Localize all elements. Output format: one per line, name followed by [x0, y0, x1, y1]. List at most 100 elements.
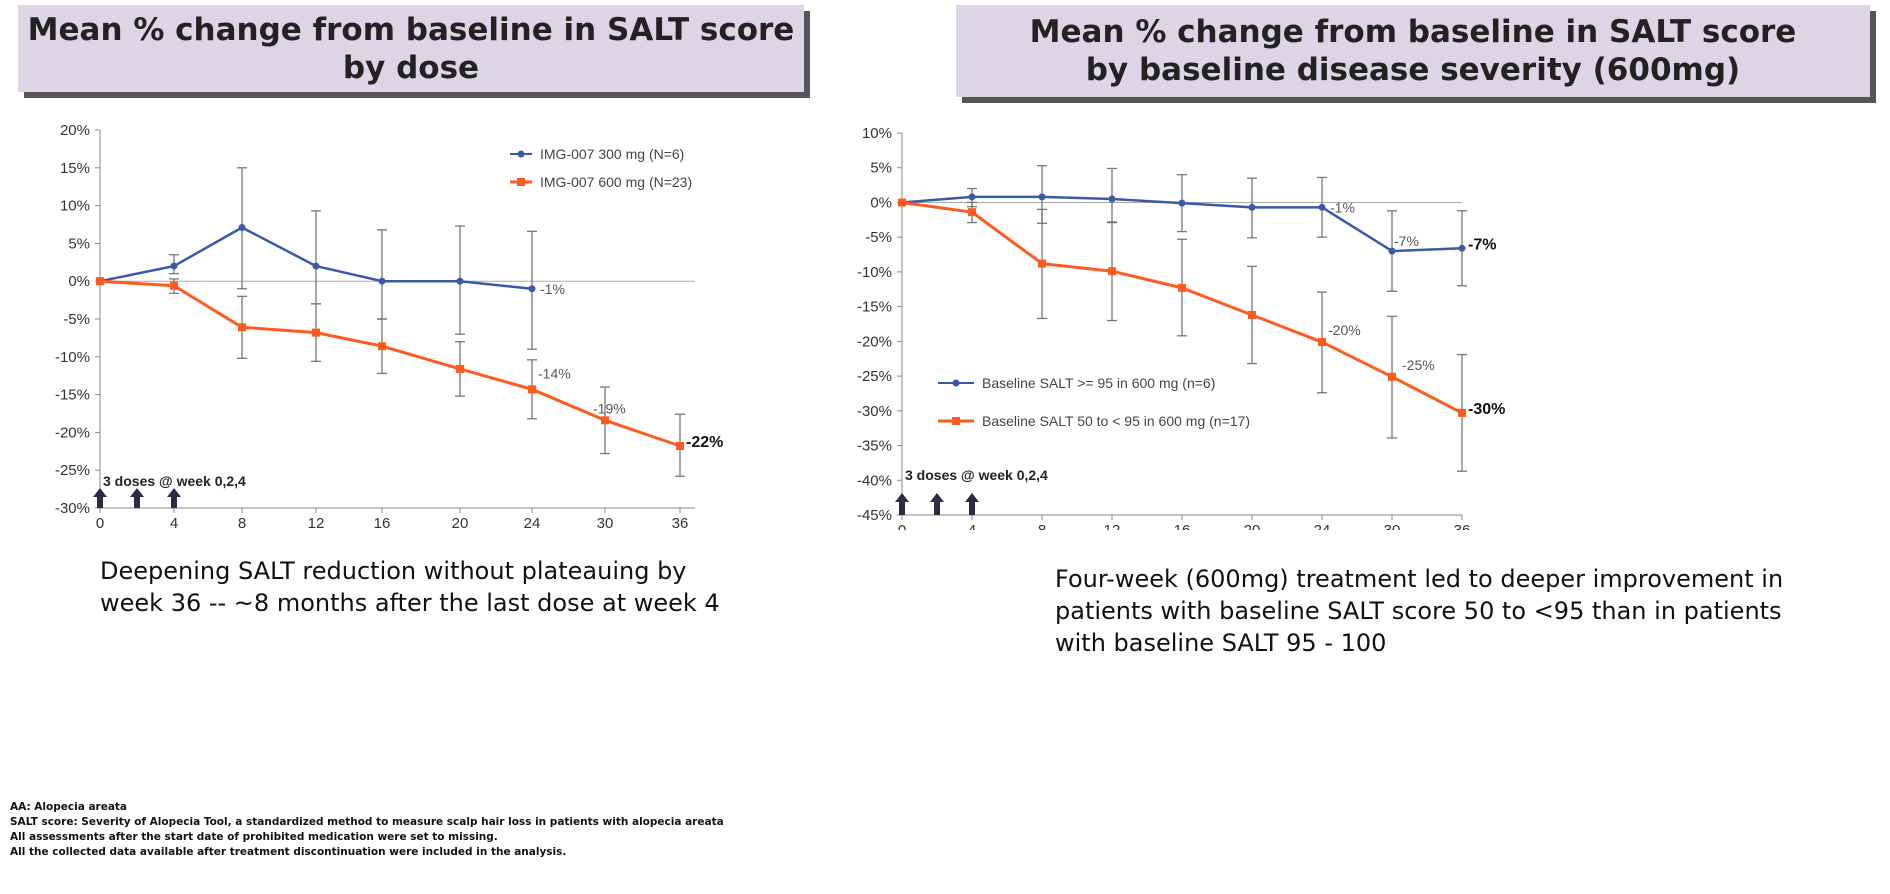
footnote-salt: SALT score: Severity of Alopecia Tool, a… [10, 816, 724, 828]
legend-swatch-marker [517, 150, 525, 158]
x-tick-label: 8 [1038, 522, 1046, 530]
data-label: -19% [593, 400, 626, 416]
left-caption-line1: Deepening SALT reduction without plateau… [100, 557, 687, 585]
data-point-blue [1038, 193, 1046, 201]
right-caption-line1: Four-week (600mg) treatment led to deepe… [1055, 565, 1784, 593]
y-tick-label: 5% [68, 235, 90, 252]
data-point-blue [1248, 203, 1256, 211]
data-point-blue [312, 262, 320, 270]
data-point-blue [378, 277, 386, 285]
y-tick-label: -40% [857, 472, 892, 489]
footnote-aa: AA: Alopecia areata [10, 801, 128, 813]
x-tick-label: 36 [672, 515, 689, 528]
x-tick-label: 36 [1454, 522, 1471, 530]
right-chart-title-line2: by baseline disease severity (600mg) [1085, 52, 1741, 88]
right-chart-title-banner: Mean % change from baseline in SALT scor… [956, 5, 1870, 97]
dose-arrow-icon [93, 488, 107, 508]
x-tick-label: 12 [1104, 522, 1121, 530]
data-point-orange [1388, 372, 1396, 381]
data-point-blue [1388, 247, 1396, 255]
x-tick-label: 4 [170, 515, 178, 528]
left-chart-title-banner: Mean % change from baseline in SALT scor… [18, 5, 804, 92]
x-tick-label: 20 [1244, 522, 1261, 530]
x-tick-label: 30 [1384, 522, 1401, 530]
y-tick-label: -20% [55, 424, 90, 441]
y-tick-label: -30% [55, 500, 90, 517]
y-tick-label: 5% [870, 160, 892, 177]
data-point-orange [1108, 267, 1116, 276]
data-point-orange [1318, 338, 1326, 347]
data-label: -1% [1330, 199, 1355, 215]
dose-arrow-icon [895, 493, 909, 515]
data-label: -7% [1468, 236, 1496, 253]
series-line-orange [99, 279, 681, 448]
data-point-orange [601, 416, 609, 425]
left-caption-line2: week 36 -- ~8 months after the last dose… [100, 589, 720, 617]
data-label: -14% [538, 365, 571, 381]
y-tick-label: -15% [55, 387, 90, 404]
data-point-orange [676, 442, 684, 451]
legend-swatch-marker [952, 417, 960, 425]
data-point-blue [1318, 203, 1326, 211]
y-tick-label: 10% [60, 198, 90, 215]
y-tick-label: -10% [857, 264, 892, 281]
y-tick-label: -30% [857, 403, 892, 420]
y-tick-label: 10% [862, 125, 892, 142]
data-point-blue [1458, 244, 1466, 252]
y-tick-label: -35% [857, 438, 892, 455]
data-label: -7% [1394, 233, 1419, 249]
x-tick-label: 8 [238, 515, 246, 528]
y-tick-label: -25% [55, 462, 90, 479]
y-tick-label: -15% [857, 299, 892, 316]
dose-arrow-icon [930, 493, 944, 515]
data-point-orange [1038, 259, 1046, 268]
right-caption-line3: with baseline SALT 95 - 100 [1055, 629, 1387, 657]
data-point-blue [968, 193, 976, 201]
dose-arrow-icon [130, 488, 144, 508]
right-line-chart: 10% 5% 0% -5% -10% -15% -20% -25% -30% -35% -40% -4… [857, 125, 1505, 530]
data-point-orange [528, 385, 536, 394]
y-tick-label: -25% [857, 368, 892, 385]
data-point-orange [96, 277, 104, 286]
data-point-blue [170, 262, 178, 270]
legend-swatch-marker [517, 178, 525, 186]
data-point-orange [898, 198, 906, 207]
legend-entry: IMG-007 300 mg (N=6) [540, 146, 684, 162]
data-label: -1% [540, 281, 565, 297]
x-tick-label: 24 [1314, 522, 1331, 530]
y-tick-label: 15% [60, 160, 90, 177]
footnotes: AA: Alopecia areata SALT score: Severity… [10, 800, 724, 860]
data-point-blue [528, 285, 536, 293]
data-point-blue [1108, 195, 1116, 203]
left-chart-title-line1: Mean % change from baseline in SALT scor… [27, 11, 795, 48]
footnote-missing: All assessments after the start date of … [10, 831, 498, 843]
x-tick-label: 0 [898, 522, 906, 530]
y-tick-label: 0% [870, 194, 892, 211]
y-tick-label: -10% [55, 349, 90, 366]
legend-swatch-marker [952, 379, 960, 387]
data-point-orange [170, 281, 178, 290]
data-point-orange [456, 364, 464, 373]
x-tick-label: 16 [1174, 522, 1191, 530]
data-point-orange [1248, 310, 1256, 319]
legend-entry: Baseline SALT >= 95 in 600 mg (n=6) [982, 375, 1215, 391]
x-tick-label: 0 [96, 515, 104, 528]
data-point-orange [378, 342, 386, 351]
data-point-orange [312, 328, 320, 337]
x-tick-label: 4 [968, 522, 976, 530]
legend-entry: IMG-007 600 mg (N=23) [540, 174, 692, 190]
y-tick-label: 20% [60, 122, 90, 139]
dose-note: 3 doses @ week 0,2,4 [905, 467, 1048, 483]
legend-entry: Baseline SALT 50 to < 95 in 600 mg (n=17… [982, 413, 1250, 429]
left-chart-title-line2: by dose [342, 49, 480, 86]
y-tick-label: -45% [857, 507, 892, 524]
y-tick-label: -5% [63, 311, 90, 328]
data-label: -22% [686, 434, 723, 451]
left-chart-caption: Deepening SALT reduction without plateau… [100, 555, 800, 619]
y-tick-label: -20% [857, 333, 892, 350]
dose-note: 3 doses @ week 0,2,4 [103, 473, 246, 489]
data-label: -20% [1328, 322, 1361, 338]
right-chart-title-line1: Mean % change from baseline in SALT scor… [1029, 14, 1797, 50]
data-point-orange [1178, 283, 1186, 292]
dose-arrow-icon [167, 488, 181, 508]
